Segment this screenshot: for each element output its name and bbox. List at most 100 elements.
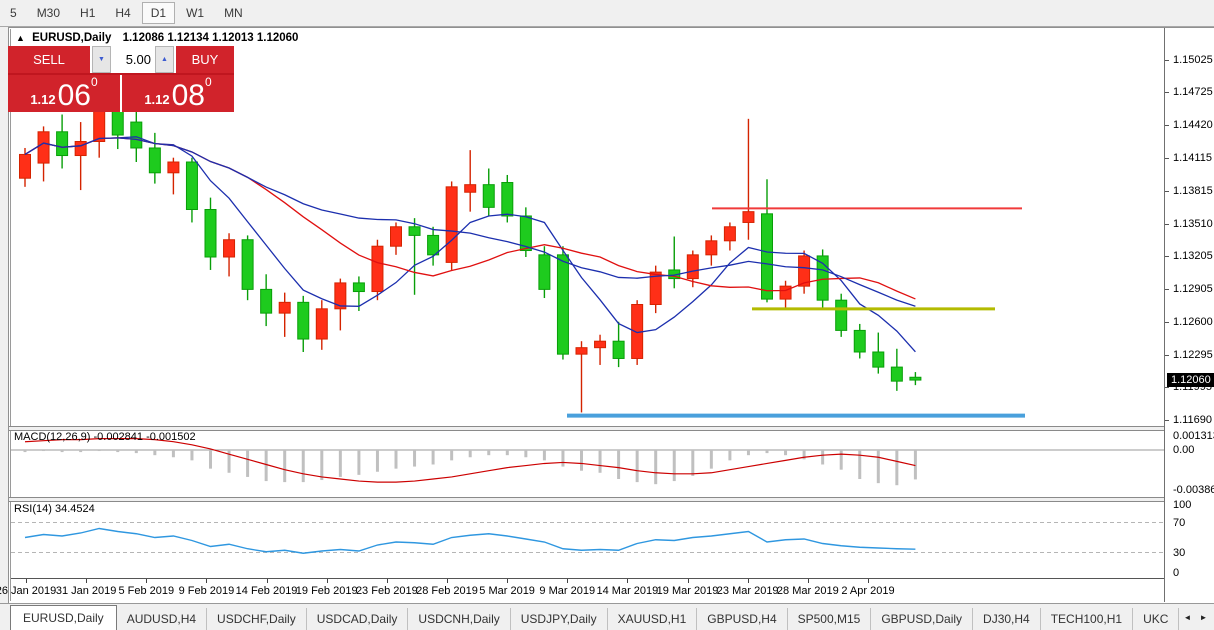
date-axis-label: 9 Mar 2019: [539, 585, 596, 597]
rsi-axis-label: 30: [1173, 546, 1186, 559]
tab-scroll-left-icon[interactable]: ◄: [1183, 612, 1192, 622]
symbol-tab-usdjpy-daily[interactable]: USDJPY,Daily: [511, 608, 608, 630]
date-axis-label: 28 Feb 2019: [416, 585, 478, 597]
date-axis-tick: [386, 579, 388, 583]
date-axis-tick: [627, 579, 629, 583]
date-axis-label: 23 Mar 2019: [716, 585, 779, 597]
sell-price-big-digits: 06: [57, 79, 91, 112]
price-axis-label: 1.14420: [1173, 119, 1213, 132]
rsi-axis-label: 0: [1173, 567, 1180, 579]
buy-price-prefix: 1.12: [144, 92, 170, 107]
symbol-tab-xauusd-h1[interactable]: XAUUSD,H1: [608, 608, 698, 630]
buy-price-big-digits: 08: [171, 79, 205, 112]
symbol-tab-dj30-h4[interactable]: DJ30,H4: [973, 608, 1041, 630]
price-axis-label: 1.13205: [1173, 250, 1213, 263]
date-axis-tick: [26, 579, 27, 583]
macd-axis-label: 0.001313: [1173, 430, 1214, 443]
price-axis-tick: [1165, 354, 1169, 356]
symbol-tab-audusd-h4[interactable]: AUDUSD,H4: [117, 608, 208, 630]
symbol-tab-usdcad-daily[interactable]: USDCAD,Daily: [307, 608, 409, 630]
price-axis-label: 1.13815: [1173, 184, 1213, 197]
date-axis-tick: [206, 579, 208, 583]
price-axis-tick: [1165, 92, 1169, 94]
date-axis-label: 31 Jan 2019: [55, 585, 117, 597]
symbol-tab-gbpusd-h4[interactable]: GBPUSD,H4: [697, 608, 788, 630]
symbol-tab-sp500-m15[interactable]: SP500,M15: [788, 608, 872, 630]
price-axis-tick: [1165, 190, 1169, 192]
plot-left-border: [10, 29, 1165, 601]
sell-price-prefix: 1.12: [30, 92, 56, 107]
panel-divider[interactable]: [9, 426, 1214, 431]
symbol-tab-gbpusd-daily[interactable]: GBPUSD,Daily: [871, 608, 974, 630]
rsi-axis-label: 70: [1173, 516, 1186, 529]
date-axis-label: 9 Feb 2019: [178, 585, 235, 597]
volume-increase-button[interactable]: ▲: [155, 46, 174, 73]
price-axis-tick: [1165, 256, 1169, 258]
timeframe-tab-5[interactable]: 5: [10, 6, 17, 20]
volume-decrease-button[interactable]: ▼: [92, 46, 111, 73]
rsi-axis-label: 100: [1173, 499, 1192, 511]
sell-price-display[interactable]: 1.12 06 0: [8, 75, 121, 112]
date-axis-label: 5 Mar 2019: [479, 585, 535, 597]
price-axis-tick: [1165, 158, 1169, 160]
date-axis-tick: [507, 579, 509, 583]
price-chart[interactable]: [11, 29, 1164, 425]
price-axis-label: 1.11690: [1173, 413, 1212, 426]
date-axis-label: 28 Mar 2019: [776, 585, 839, 597]
chart-ohlc-values: 1.12086 1.12134 1.12013 1.12060: [122, 32, 299, 44]
buy-price-superscript: 0: [205, 75, 212, 89]
tab-scroll-right-icon[interactable]: ►: [1199, 612, 1208, 622]
price-axis-tick: [1165, 60, 1169, 61]
macd-indicator-label: MACD(12,26,9) -0.002841 -0.001502: [14, 431, 196, 443]
date-axis-label: 26 Jan 2019: [0, 585, 57, 597]
sell-price-superscript: 0: [91, 75, 98, 89]
one-click-trade-panel: SELL ▼ ▲ BUY 1.12 06 0 1.12 08 0: [8, 46, 234, 112]
date-axis-tick: [146, 579, 148, 583]
symbol-tab-tech100-h1[interactable]: TECH100,H1: [1041, 608, 1134, 630]
timeframe-tab-D1[interactable]: D1: [141, 2, 176, 24]
macd-signal-value: -0.001502: [146, 431, 196, 443]
date-axis-label: 23 Feb 2019: [355, 585, 418, 597]
date-axis-tick: [86, 579, 88, 583]
timeframe-tab-H1[interactable]: H1: [80, 6, 96, 20]
buy-button[interactable]: BUY: [174, 46, 234, 73]
volume-input[interactable]: [111, 46, 155, 73]
date-axis-tick: [567, 579, 569, 583]
symbol-tab-usdchf-daily[interactable]: USDCHF,Daily: [207, 608, 307, 630]
timeframe-tab-MN[interactable]: MN: [224, 6, 243, 20]
date-axis[interactable]: 26 Jan 2019 31 Jan 2019 5 Feb 2019 9 Feb 20…: [0, 578, 1164, 602]
date-axis-label: 19 Mar 2019: [656, 585, 719, 597]
symbol-tab-ukc[interactable]: UKC: [1133, 608, 1180, 630]
date-axis-label: 19 Feb 2019: [295, 585, 358, 597]
date-axis-tick: [867, 579, 869, 583]
macd-axis-label: 0.00: [1173, 444, 1195, 456]
rsi-value: 34.4524: [54, 503, 95, 515]
price-axis[interactable]: 1.15025 1.14725 1.14420 1.14115 1.13815 1.135…: [1164, 28, 1214, 602]
price-axis-tick: [1165, 288, 1169, 290]
price-axis-label: 1.15025: [1173, 54, 1213, 66]
date-axis-label: 5 Feb 2019: [118, 585, 175, 597]
symbol-tab-eurusd-daily[interactable]: EURUSD,Daily: [10, 605, 117, 630]
date-axis-tick: [266, 579, 268, 583]
timeframe-tab-W1[interactable]: W1: [186, 6, 205, 20]
buy-price-display[interactable]: 1.12 08 0: [121, 75, 234, 112]
price-axis-tick: [1165, 419, 1169, 421]
macd-main-value: -0.002841: [93, 431, 144, 443]
timeframe-tab-M30[interactable]: M30: [36, 6, 61, 20]
timeframe-tab-H4[interactable]: H4: [115, 6, 131, 20]
chart-symbol-label: EURUSD,Daily: [32, 32, 112, 44]
symbol-tab-usdcnh-daily[interactable]: USDCNH,Daily: [408, 608, 511, 630]
macd-chart[interactable]: [11, 429, 1164, 496]
date-axis-tick: [807, 579, 809, 583]
sell-button[interactable]: SELL: [8, 46, 92, 73]
rsi-indicator-label: RSI(14) 34.4524: [14, 503, 95, 515]
rsi-chart[interactable]: [11, 500, 1164, 576]
date-axis-label: 2 Apr 2019: [841, 585, 895, 597]
collapse-icon[interactable]: ▲: [16, 33, 25, 43]
volume-spinner: ▼ ▲: [92, 46, 174, 73]
current-price-tag: 1.12060: [1167, 373, 1214, 388]
date-axis-label: 14 Feb 2019: [235, 585, 298, 597]
panel-divider[interactable]: [9, 497, 1214, 502]
price-axis-tick: [1165, 387, 1169, 389]
date-axis-tick: [687, 579, 689, 583]
